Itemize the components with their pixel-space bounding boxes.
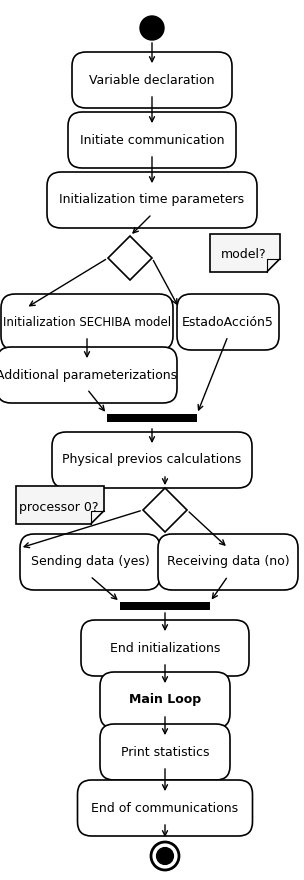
- Bar: [120, 602, 210, 610]
- FancyBboxPatch shape: [100, 672, 230, 728]
- Text: Initiate communication: Initiate communication: [80, 134, 224, 146]
- Text: Additional parameterizations: Additional parameterizations: [0, 369, 178, 382]
- Circle shape: [151, 842, 179, 870]
- Text: model?: model?: [221, 248, 267, 261]
- Polygon shape: [108, 236, 152, 280]
- FancyBboxPatch shape: [20, 534, 160, 590]
- Text: Variable declaration: Variable declaration: [89, 74, 215, 86]
- Circle shape: [157, 847, 173, 864]
- Bar: [107, 414, 197, 422]
- Text: Initialization time parameters: Initialization time parameters: [60, 194, 244, 207]
- Text: EstadoAcción5: EstadoAcción5: [182, 316, 274, 328]
- FancyBboxPatch shape: [158, 534, 298, 590]
- FancyBboxPatch shape: [52, 432, 252, 488]
- Polygon shape: [210, 234, 280, 272]
- FancyBboxPatch shape: [1, 294, 173, 350]
- Text: End of communications: End of communications: [92, 802, 239, 815]
- Text: Initialization SECHIBA model: Initialization SECHIBA model: [3, 316, 171, 328]
- FancyBboxPatch shape: [100, 724, 230, 780]
- Text: Sending data (yes): Sending data (yes): [31, 555, 149, 568]
- Text: Main Loop: Main Loop: [129, 693, 201, 707]
- FancyBboxPatch shape: [68, 112, 236, 168]
- FancyBboxPatch shape: [72, 52, 232, 108]
- Text: Print statistics: Print statistics: [121, 745, 209, 759]
- Polygon shape: [16, 486, 104, 524]
- FancyBboxPatch shape: [47, 172, 257, 228]
- FancyBboxPatch shape: [78, 780, 253, 836]
- FancyBboxPatch shape: [0, 347, 177, 403]
- Text: End initializations: End initializations: [110, 642, 220, 655]
- FancyBboxPatch shape: [177, 294, 279, 350]
- Circle shape: [140, 16, 164, 40]
- Text: processor 0?: processor 0?: [19, 501, 98, 514]
- Text: Receiving data (no): Receiving data (no): [167, 555, 289, 568]
- Text: Physical previos calculations: Physical previos calculations: [62, 453, 242, 466]
- FancyBboxPatch shape: [81, 620, 249, 676]
- Polygon shape: [143, 488, 187, 532]
